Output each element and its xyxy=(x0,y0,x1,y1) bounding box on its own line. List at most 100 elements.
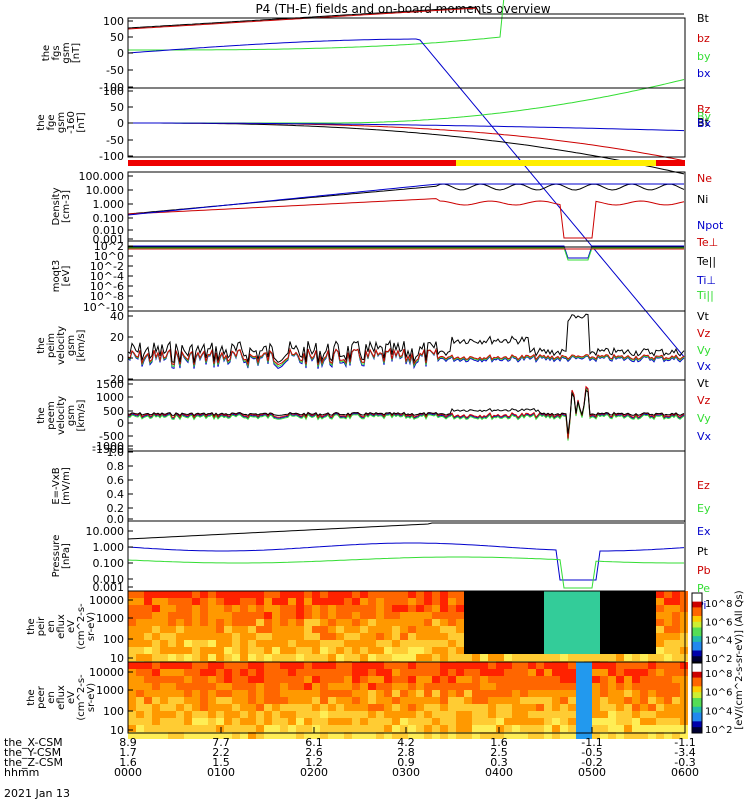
spectrogram-cell xyxy=(640,725,648,732)
spectrogram-cell xyxy=(264,683,272,690)
spectrogram-cell xyxy=(424,640,432,647)
spectrogram-cell xyxy=(536,704,544,711)
spectrogram-cell xyxy=(416,718,424,725)
spectrogram-cell xyxy=(672,662,680,669)
spectrogram-cell xyxy=(632,626,640,633)
spectrogram-cell xyxy=(344,697,352,704)
spectrogram-cell xyxy=(656,662,664,669)
spectrogram-cell xyxy=(544,718,552,725)
spectrogram-cell xyxy=(656,626,664,633)
spectrogram-cell xyxy=(472,619,480,626)
spectrogram-cell xyxy=(448,683,456,690)
spectrogram-cell xyxy=(616,669,624,676)
spectrogram-cell xyxy=(328,598,336,605)
spectrogram-cell xyxy=(512,704,520,711)
spectrogram-cell xyxy=(168,612,176,619)
spectrogram-cell xyxy=(136,662,144,669)
colorbar-cell xyxy=(692,595,702,600)
spectrogram-cell xyxy=(656,690,664,697)
spectrogram-cell xyxy=(144,711,152,718)
y-axis-label: Density [cm-3] xyxy=(51,187,72,225)
spectrogram-cell xyxy=(232,669,240,676)
spectrogram-cell xyxy=(240,683,248,690)
spectrogram-cell xyxy=(344,605,352,612)
spectrogram-cell xyxy=(472,697,480,704)
spectrogram-cell xyxy=(504,626,512,633)
spectrogram-cell xyxy=(352,676,360,683)
spectrogram-cell xyxy=(464,647,472,654)
colorbar-cell xyxy=(692,644,702,649)
spectrogram-cell xyxy=(216,598,224,605)
spectrogram-cell xyxy=(224,619,232,626)
spectrogram-cell xyxy=(416,605,424,612)
spectrogram-cell xyxy=(264,676,272,683)
y-tick-label: 0 xyxy=(117,352,124,365)
spectrogram-cell xyxy=(224,732,232,739)
colorbar-cell xyxy=(692,659,702,663)
spectrogram-cell xyxy=(144,612,152,619)
spectrogram-cell xyxy=(504,676,512,683)
spectrogram-cell xyxy=(248,718,256,725)
spectrogram-cell xyxy=(224,718,232,725)
spectrogram-cell xyxy=(488,725,496,732)
spectrogram-cell xyxy=(400,662,408,669)
spectrogram-cell xyxy=(240,598,248,605)
spectrogram-cell xyxy=(336,626,344,633)
spectrogram-cell xyxy=(480,704,488,711)
y-axis-label-line: [nT] xyxy=(71,43,82,63)
spectrogram-cell xyxy=(336,676,344,683)
spectrogram-cell xyxy=(312,612,320,619)
spectrogram-cell xyxy=(256,725,264,732)
spectrogram-cell xyxy=(616,704,624,711)
spectrogram-cell xyxy=(656,619,664,626)
spectrogram-cell xyxy=(208,591,216,598)
spectrogram-cell xyxy=(224,676,232,683)
y-axis-label-line: en xyxy=(46,691,57,704)
spectrogram-cell xyxy=(560,683,568,690)
spectrogram-cell xyxy=(624,633,632,640)
spectrogram-cell xyxy=(392,732,400,739)
spectrogram-cell xyxy=(264,633,272,640)
spectrogram-cell xyxy=(560,605,568,612)
spectrogram-cell xyxy=(296,683,304,690)
spectrogram-cell xyxy=(144,662,152,669)
spectrogram-cell xyxy=(288,704,296,711)
y-tick-label: 500 xyxy=(103,405,124,418)
spectrogram-cell xyxy=(480,669,488,676)
spectrogram-cell xyxy=(192,605,200,612)
spectrogram-cell xyxy=(336,704,344,711)
spectrogram-cell xyxy=(192,725,200,732)
legend-Pe: Pe xyxy=(697,582,710,595)
spectrogram-cell xyxy=(448,626,456,633)
time-axis: the_X-CSM 8.9 7.7 6.1 4.2 1.6 -1.1 -1.1the_Y-CS… xyxy=(4,727,699,779)
y-axis-label-line: gsm xyxy=(56,112,67,133)
y-axis-label: E=-VxB [mV/m] xyxy=(51,467,72,505)
spectrogram-cell xyxy=(368,619,376,626)
spectrogram-cell xyxy=(168,619,176,626)
spectrogram-cell xyxy=(504,598,512,605)
spectrogram-cell xyxy=(416,662,424,669)
spectrogram-cell xyxy=(336,647,344,654)
spectrogram-cell xyxy=(312,718,320,725)
spectrogram-cell xyxy=(272,612,280,619)
spectrogram-cell xyxy=(608,662,616,669)
spectrogram-cell xyxy=(200,619,208,626)
spectrogram-cell xyxy=(536,725,544,732)
spectrogram-cell xyxy=(288,669,296,676)
spectrogram-cell xyxy=(456,647,464,654)
spectrogram-cell xyxy=(456,662,464,669)
spectrogram-cell xyxy=(424,732,432,739)
spectrogram-cell xyxy=(464,669,472,676)
spectrogram-cell xyxy=(408,704,416,711)
spectrogram-cell xyxy=(208,697,216,704)
spectrogram-cell xyxy=(296,626,304,633)
spectrogram-cell xyxy=(360,683,368,690)
spectrogram-cell xyxy=(144,605,152,612)
spectrogram-cell xyxy=(512,669,520,676)
spectrogram-cell xyxy=(384,676,392,683)
spectrogram-cell xyxy=(384,669,392,676)
spectrogram-cell xyxy=(264,640,272,647)
y-tick-label: 0.4 xyxy=(107,488,125,501)
spectrogram-cell xyxy=(240,647,248,654)
spectrogram-cell xyxy=(272,591,280,598)
